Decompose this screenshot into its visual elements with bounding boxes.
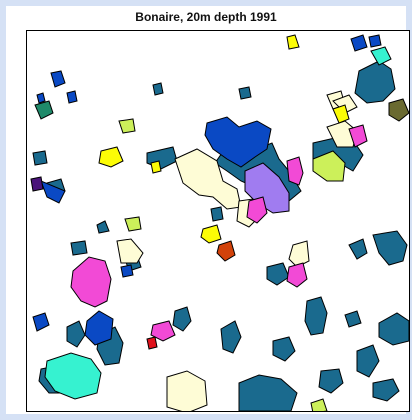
- colony: [70, 240, 88, 256]
- colony: [332, 104, 350, 124]
- colony: [318, 368, 344, 394]
- colony: [286, 156, 304, 186]
- colony: [272, 336, 296, 362]
- colony: [172, 306, 192, 332]
- colonies-aqua: [44, 46, 392, 400]
- colonies-magenta: [70, 124, 368, 342]
- colony: [200, 224, 222, 244]
- colony: [246, 196, 268, 224]
- colony: [44, 352, 102, 400]
- colonies-red: [146, 336, 158, 350]
- colonies-yellow-green: [118, 118, 346, 411]
- colony: [118, 118, 136, 134]
- colony: [36, 92, 46, 104]
- colony: [66, 90, 78, 104]
- colony: [388, 98, 409, 122]
- colony: [116, 238, 144, 264]
- colony: [50, 70, 66, 88]
- colony: [150, 160, 162, 174]
- colony: [120, 264, 134, 278]
- colony: [344, 310, 362, 328]
- colony: [354, 60, 396, 104]
- colony: [152, 82, 164, 96]
- colony: [370, 46, 392, 66]
- colony: [98, 146, 124, 168]
- colonies-red-orange: [216, 240, 236, 262]
- colony: [378, 312, 409, 346]
- colony: [166, 370, 208, 411]
- colony: [84, 310, 114, 346]
- colony: [350, 34, 368, 52]
- colony: [310, 398, 328, 411]
- colony: [150, 320, 176, 342]
- colony: [34, 100, 54, 120]
- colony: [96, 220, 110, 234]
- colony: [304, 296, 328, 336]
- colony: [372, 378, 400, 402]
- colony: [216, 240, 236, 262]
- figure-title: Bonaire, 20m depth 1991: [135, 10, 277, 24]
- plot-area: [26, 30, 410, 412]
- colony: [348, 124, 368, 148]
- colony: [286, 262, 308, 288]
- colony: [220, 320, 242, 354]
- colony: [32, 150, 48, 166]
- colony: [204, 116, 272, 168]
- colonies-purple: [30, 176, 44, 192]
- colony: [266, 262, 290, 286]
- colony: [286, 34, 300, 50]
- colonies-royal-blue: [32, 34, 382, 346]
- colony: [66, 320, 86, 348]
- colony: [238, 374, 298, 411]
- colony: [210, 206, 224, 222]
- colonies-cream: [116, 90, 358, 411]
- colonies-yellow: [98, 34, 350, 244]
- colony: [124, 216, 142, 232]
- colony: [32, 312, 50, 332]
- colony: [70, 256, 112, 308]
- colony: [348, 238, 368, 260]
- colonies-green-teal: [34, 100, 54, 120]
- colonies-olive: [388, 98, 409, 122]
- colony: [368, 34, 382, 48]
- colony: [288, 240, 310, 268]
- figure: Bonaire, 20m depth 1991: [6, 6, 410, 414]
- colony: [356, 344, 380, 378]
- colony: [312, 150, 346, 182]
- colony: [372, 230, 408, 266]
- coral-colony-map: [30, 34, 409, 411]
- colony: [30, 176, 44, 192]
- colony: [40, 180, 66, 204]
- colony: [146, 336, 158, 350]
- colony: [238, 86, 252, 100]
